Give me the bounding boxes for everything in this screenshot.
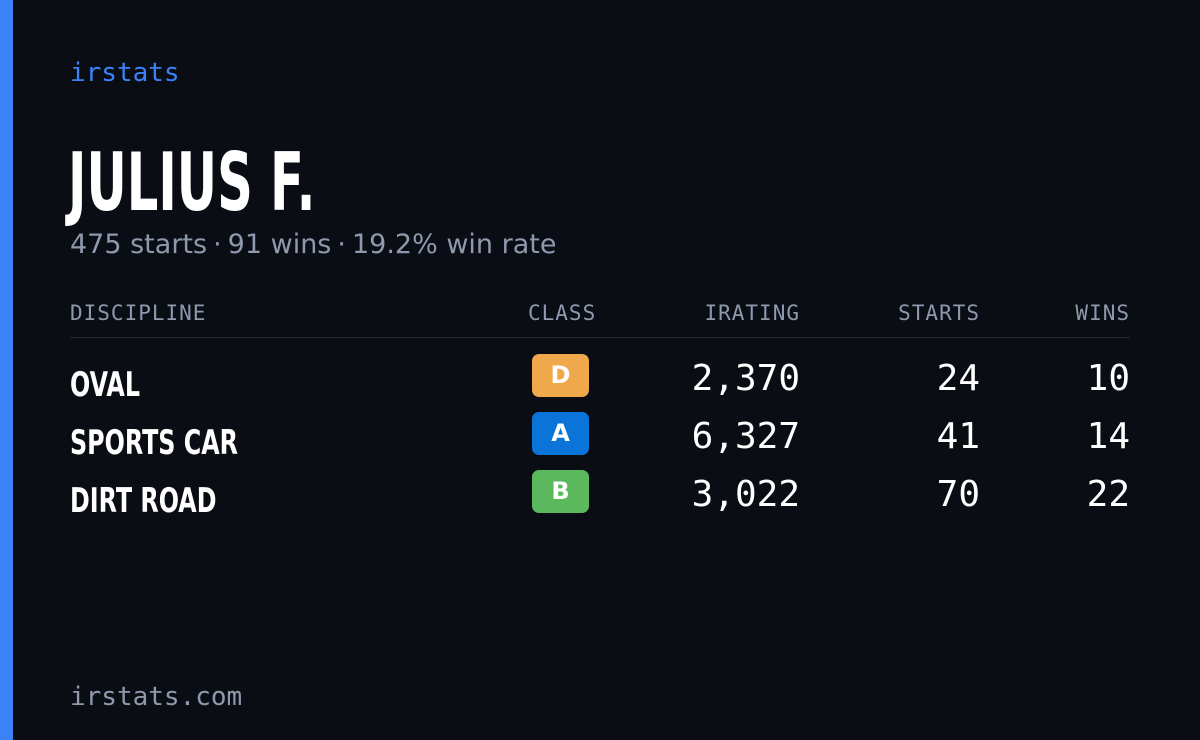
table-row: SPORTS CAR A 6,327 41 14 <box>70 410 1130 468</box>
header-starts: STARTS <box>898 301 980 325</box>
class-badge: A <box>532 412 589 455</box>
driver-name: JULIUS F. <box>68 136 316 229</box>
brand-logo: irstats <box>70 58 180 88</box>
discipline-name: OVAL <box>70 365 140 405</box>
table-row: DIRT ROAD B 3,022 70 22 <box>70 468 1130 526</box>
table-row: OVAL D 2,370 24 10 <box>70 352 1130 410</box>
footer-url: irstats.com <box>70 682 243 712</box>
starts-value: 41 <box>936 416 980 457</box>
irating-value: 3,022 <box>691 474 800 515</box>
stats-table-body: OVAL D 2,370 24 10 SPORTS CAR A 6,327 41… <box>70 352 1130 526</box>
starts-value: 70 <box>936 474 980 515</box>
wins-value: 14 <box>1086 416 1130 457</box>
header-class: CLASS <box>528 301 597 325</box>
accent-bar <box>0 0 13 740</box>
irating-value: 6,327 <box>691 416 800 457</box>
header-wins: WINS <box>1075 301 1130 325</box>
header-discipline: DISCIPLINE <box>70 301 207 325</box>
driver-summary: 475 starts · 91 wins · 19.2% win rate <box>70 226 556 264</box>
discipline-name: SPORTS CAR <box>70 423 238 463</box>
class-badge: D <box>532 354 589 397</box>
stats-table-header: DISCIPLINE CLASS IRATING STARTS WINS <box>70 298 1130 338</box>
summary-separator: · <box>337 229 346 260</box>
wins-value: 22 <box>1086 474 1130 515</box>
summary-win-rate: 19.2% win rate <box>351 229 557 260</box>
irating-value: 2,370 <box>691 358 800 399</box>
starts-value: 24 <box>936 358 980 399</box>
wins-value: 10 <box>1086 358 1130 399</box>
header-irating: IRATING <box>704 301 800 325</box>
discipline-name: DIRT ROAD <box>70 481 217 521</box>
summary-wins: 91 wins <box>227 229 332 260</box>
class-badge: B <box>532 470 589 513</box>
summary-separator: · <box>213 229 222 260</box>
summary-starts: 475 starts <box>70 229 208 260</box>
